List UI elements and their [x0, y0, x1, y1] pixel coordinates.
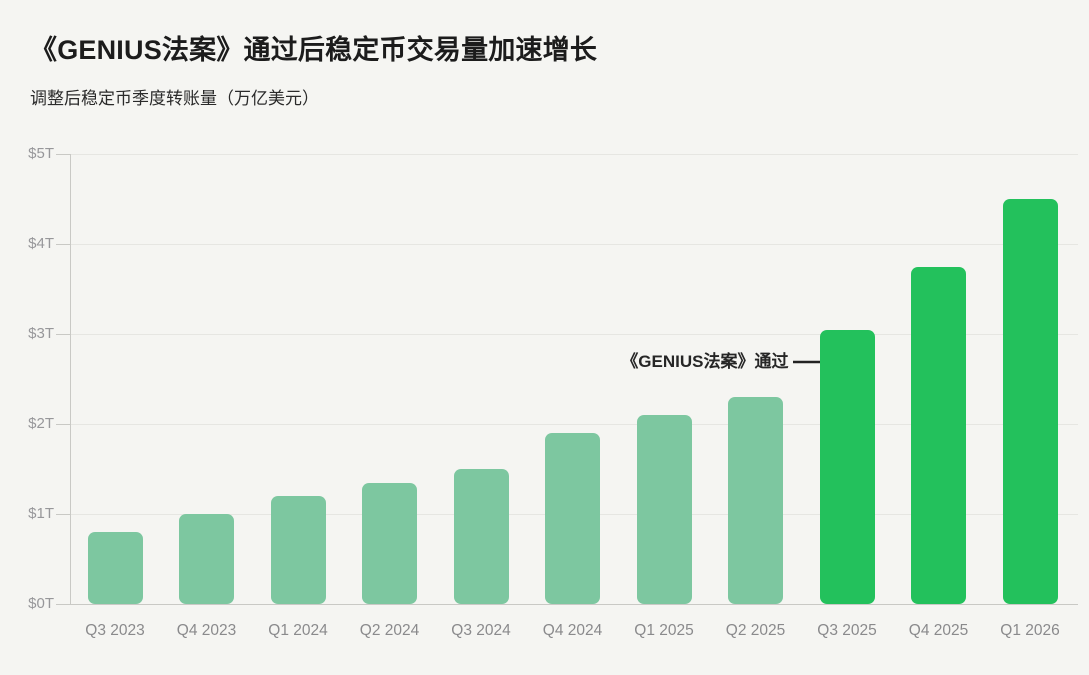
y-tick-mark: [56, 154, 70, 155]
bar-q4-2024: [545, 433, 600, 604]
x-axis-baseline: [70, 604, 1078, 605]
y-axis-label--3t: $3T: [28, 325, 54, 342]
y-axis-line: [70, 154, 71, 605]
x-axis-label-q3-2024: Q3 2024: [451, 622, 511, 639]
y-tick-mark: [56, 424, 70, 425]
gridline-$4T: [70, 244, 1078, 245]
y-axis-label--4t: $4T: [28, 235, 54, 252]
chart-subtitle: 调整后稳定币季度转账量（万亿美元）: [30, 89, 319, 108]
y-axis-label--5t: $5T: [28, 145, 54, 162]
bar-q4-2025: [911, 266, 966, 604]
gridline-$5T: [70, 154, 1078, 155]
bar-q2-2024: [362, 482, 417, 604]
bar-q1-2025: [636, 415, 692, 604]
y-axis-label--1t: $1T: [28, 505, 54, 522]
gridline-$2T: [70, 424, 1078, 425]
bar-q3-2025: [819, 329, 875, 604]
y-axis-label--2t: $2T: [28, 415, 54, 432]
x-axis-label-q4-2023: Q4 2023: [176, 622, 237, 639]
chart-title: 《GENIUS法案》通过后稳定币交易量加速增长: [30, 35, 598, 65]
bar-q3-2024: [453, 469, 509, 604]
annotation-label: 《GENIUS法案》通过: [621, 351, 789, 371]
y-axis-label--0t: $0T: [28, 595, 54, 612]
x-axis-label-q2-2024: Q2 2024: [359, 622, 420, 639]
y-tick-mark: [56, 334, 70, 335]
bar-q3-2023: [87, 532, 143, 604]
x-axis-label-q4-2024: Q4 2024: [542, 622, 603, 639]
y-tick-mark: [56, 244, 70, 245]
bar-q1-2024: [270, 496, 326, 604]
x-axis-label-q1-2024: Q1 2024: [268, 622, 328, 639]
bar-q1-2026: [1002, 199, 1058, 604]
x-axis-label-q3-2023: Q3 2023: [85, 622, 145, 639]
x-axis-label-q1-2025: Q1 2025: [634, 622, 694, 639]
y-tick-mark: [56, 514, 70, 515]
y-tick-mark: [56, 604, 70, 605]
bar-q2-2025: [728, 397, 783, 604]
x-axis-label-q1-2026: Q1 2026: [1000, 622, 1060, 639]
x-axis-label-q4-2025: Q4 2025: [908, 622, 969, 639]
x-axis-label-q3-2025: Q3 2025: [817, 622, 877, 639]
bar-q4-2023: [179, 514, 234, 604]
gridline-$3T: [70, 334, 1078, 335]
x-axis-label-q2-2025: Q2 2025: [725, 622, 786, 639]
